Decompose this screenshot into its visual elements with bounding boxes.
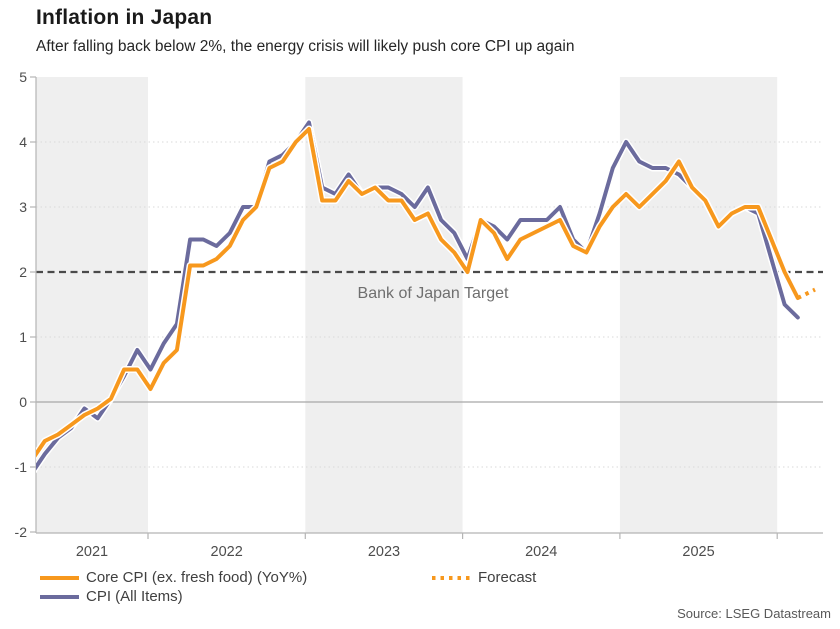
year-band-2023 xyxy=(305,77,463,533)
page-title: Inflation in Japan xyxy=(36,6,213,29)
legend-label-cpi-all-items: CPI (All Items) xyxy=(86,588,183,605)
series-group xyxy=(36,119,816,474)
legend-label-core-cpi: Core CPI (ex. fresh food) (YoY%) xyxy=(86,569,308,586)
y-axis-label-4: 4 xyxy=(19,134,27,150)
y-axis-label-1: 1 xyxy=(19,329,27,345)
year-band-2025 xyxy=(619,77,778,533)
x-axis-label-2024: 2024 xyxy=(525,544,557,560)
legend-item-cpi-all-items: CPI (All Items) xyxy=(40,588,183,605)
year-band-2021 xyxy=(36,77,148,533)
y-axis-label-2: 2 xyxy=(19,264,27,280)
y-axis-label-3: 3 xyxy=(19,199,27,215)
legend-label-forecast: Forecast xyxy=(478,569,537,586)
forecast-line xyxy=(796,287,816,300)
y-axis-label--1: -1 xyxy=(15,459,28,475)
cpi-all-items-line-swatch xyxy=(40,594,79,599)
x-axis-label-2022: 2022 xyxy=(211,544,243,560)
core-cpi-line xyxy=(36,127,800,458)
page-subtitle: After falling back below 2%, the energy … xyxy=(36,38,575,55)
x-axis-label-2023: 2023 xyxy=(368,544,400,560)
source-attribution: Source: LSEG Datastream xyxy=(677,606,831,621)
y-axis-label--2: -2 xyxy=(15,524,28,540)
core-cpi-line-swatch xyxy=(40,575,79,580)
x-axis-label-2021: 2021 xyxy=(76,544,108,560)
boj-target-annotation: Bank of Japan Target xyxy=(358,285,509,302)
x-axis-label-2025: 2025 xyxy=(682,544,714,560)
legend-item-core-cpi: Core CPI (ex. fresh food) (YoY%) xyxy=(40,569,307,586)
legend-item-forecast: Forecast xyxy=(432,569,536,586)
y-axis-label-5: 5 xyxy=(19,69,27,85)
forecast-dotted-swatch xyxy=(432,575,471,580)
y-axis-label-0: 0 xyxy=(19,394,27,410)
